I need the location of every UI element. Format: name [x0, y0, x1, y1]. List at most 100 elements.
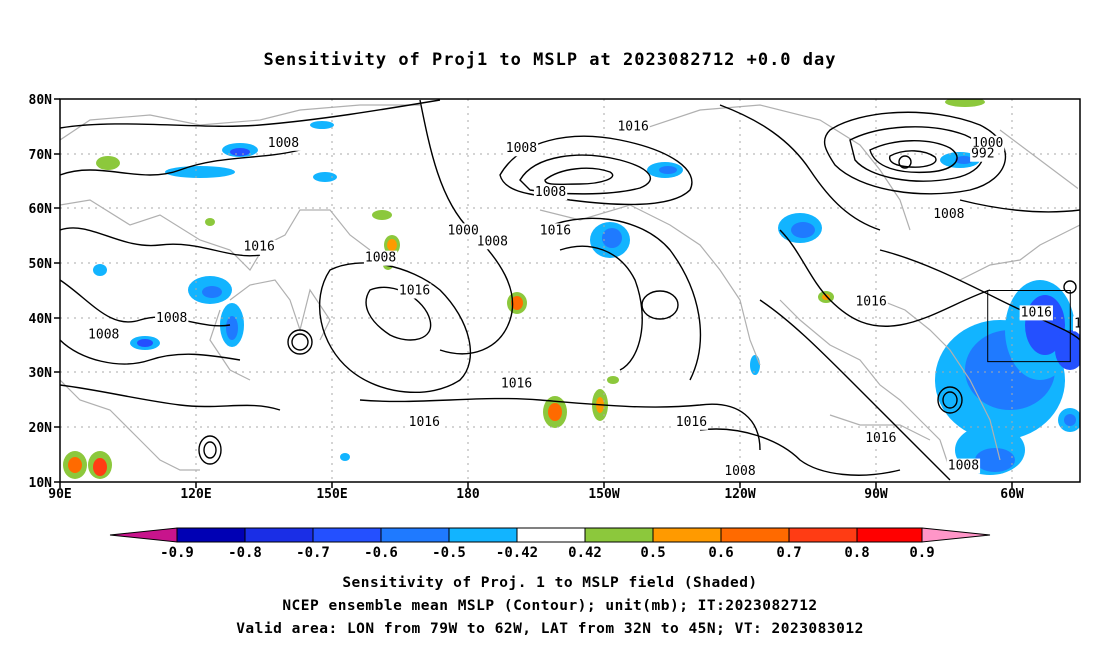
colorbar-label: 0.6	[708, 545, 733, 561]
valid-area-box	[987, 290, 1071, 363]
colorbar-high-triangle	[921, 527, 991, 543]
contour-label: 1016	[1079, 185, 1100, 200]
lat-label: 70N	[29, 148, 53, 163]
contour-label: 1016	[865, 431, 896, 446]
lat-label: 60N	[29, 202, 53, 217]
contour-label-background	[504, 141, 539, 157]
colorbar-label: -0.8	[228, 545, 262, 561]
contour-label: 1008	[268, 136, 299, 151]
lat-label: 20N	[29, 421, 53, 436]
contour-label-background	[1019, 305, 1053, 321]
colorbar-segment	[516, 527, 586, 543]
colorbar-label: 0.7	[776, 545, 801, 561]
axis-ticks	[54, 98, 1013, 488]
contour-label-background	[864, 431, 898, 447]
contour-label-background	[397, 283, 432, 299]
lon-label: 120W	[724, 487, 755, 502]
lon-label: 60W	[1000, 487, 1024, 502]
shaded-sensitivity	[63, 99, 1080, 479]
footer-contour-description: NCEP ensemble mean MSLP (Contour); unit(…	[282, 598, 818, 614]
contour-label: 1008	[948, 459, 979, 474]
contour-label-background	[674, 414, 709, 430]
lat-label: 50N	[29, 257, 53, 272]
contour-label-background	[87, 327, 121, 343]
contour-label: 1016	[1074, 316, 1100, 331]
lon-label: 90E	[48, 487, 71, 502]
colorbar-label: -0.9	[160, 545, 194, 561]
lat-axis-labels: 80N 70N 60N 50N 40N 30N 20N 10N	[29, 93, 53, 491]
contour-label-background	[446, 223, 480, 239]
colorbar-label: 0.5	[640, 545, 665, 561]
contour-label-background	[538, 223, 573, 239]
grid-lines	[60, 99, 1080, 482]
lat-label: 80N	[29, 93, 53, 108]
contour-label: 1016	[501, 377, 532, 392]
colorbar-label: 0.42	[568, 545, 602, 561]
contour-label-background	[946, 458, 981, 474]
contour-label-background	[407, 414, 441, 430]
colorbar-low-triangle	[109, 527, 178, 543]
contour-labels: 1008100810081016100810081000100810161016…	[87, 119, 1100, 480]
colorbar-segment	[312, 527, 382, 543]
colorbar: -0.9 -0.8 -0.7 -0.6 -0.5 -0.42 0.42 0.5 …	[109, 527, 991, 561]
colorbar-segment	[856, 527, 923, 543]
lon-label: 120E	[180, 487, 211, 502]
colorbar-segment	[584, 527, 654, 543]
contour-label: 1016	[399, 284, 430, 299]
contour-label-background	[723, 464, 757, 480]
contour-label: 1016	[540, 223, 571, 238]
contour-label: 1016	[1021, 305, 1052, 320]
contour-label-background	[155, 310, 189, 326]
colorbar-label: 0.9	[909, 545, 934, 561]
lat-label: 30N	[29, 366, 53, 381]
contour-label-background	[499, 376, 534, 392]
lat-label: 40N	[29, 312, 53, 327]
contour-label: 1016	[855, 294, 886, 309]
contour-label: 1008	[88, 327, 119, 342]
contour-label-background	[266, 135, 301, 151]
colorbar-label: -0.6	[364, 545, 398, 561]
coastlines	[60, 104, 1080, 471]
contour-label: 1016	[243, 240, 274, 255]
contour-label: 1008	[477, 234, 508, 249]
contour-label-background	[616, 119, 650, 135]
contour-label: 1008	[506, 141, 537, 156]
colorbar-segment	[448, 527, 518, 543]
contour-label-background	[1077, 185, 1080, 201]
colorbar-segment	[176, 527, 246, 543]
contour-label: 1016	[409, 415, 440, 430]
colorbar-segment	[244, 527, 314, 543]
contour-label: 1000	[447, 223, 478, 238]
colorbar-segment	[720, 527, 790, 543]
colorbar-label: -0.42	[496, 545, 538, 561]
contour-label-background	[533, 185, 568, 201]
lon-label: 90W	[864, 487, 888, 502]
contour-label: 1008	[535, 185, 566, 200]
contour-label-background	[970, 146, 996, 162]
lon-label: 150W	[588, 487, 619, 502]
contour-label: 1008	[156, 311, 187, 326]
contour-label: 1016	[676, 415, 707, 430]
colorbar-segment	[380, 527, 450, 543]
colorbar-labels: -0.9 -0.8 -0.7 -0.6 -0.5 -0.42 0.42 0.5 …	[160, 545, 935, 561]
map-title: Sensitivity of Proj1 to MSLP at 20230827…	[263, 50, 837, 70]
contour-label: 992	[971, 147, 994, 162]
lon-label: 180	[456, 487, 480, 502]
colorbar-label: -0.7	[296, 545, 330, 561]
footer-shaded-description: Sensitivity of Proj. 1 to MSLP field (Sh…	[342, 575, 758, 591]
contour-label: 1008	[933, 207, 964, 222]
lon-label: 150E	[316, 487, 347, 502]
colorbar-segment	[788, 527, 858, 543]
contour-label-background	[1073, 316, 1080, 332]
colorbar-label: -0.5	[432, 545, 466, 561]
contour-label: 1008	[365, 251, 396, 266]
colorbar-label: 0.8	[844, 545, 869, 561]
contour-label-background	[932, 206, 966, 222]
contour-label-background	[363, 250, 398, 266]
contour-label-background	[475, 234, 509, 250]
contour-label: 1016	[617, 119, 648, 134]
contour-label: 1008	[724, 464, 755, 479]
contour-label-background	[242, 239, 276, 255]
lat-label: 10N	[29, 476, 53, 491]
